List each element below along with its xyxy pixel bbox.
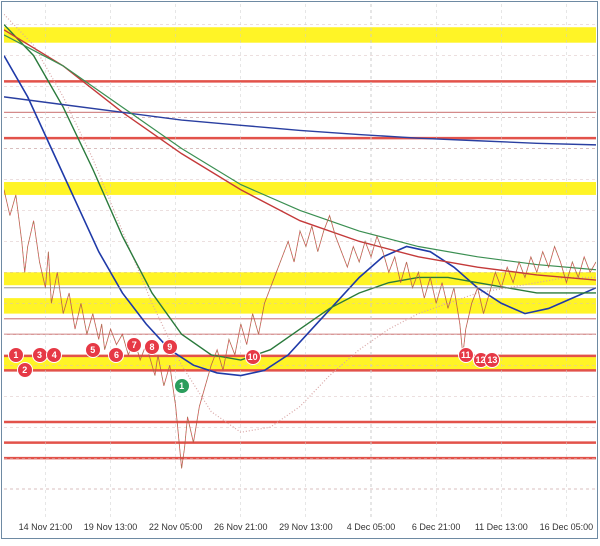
marker-red-3[interactable]: 3 xyxy=(32,347,48,363)
x-tick-label: 16 Dec 05:00 xyxy=(540,522,594,532)
marker-red-8[interactable]: 8 xyxy=(144,339,160,355)
ma-blue-1 xyxy=(4,56,596,376)
x-tick-label: 29 Nov 13:00 xyxy=(279,522,333,532)
marker-red-10[interactable]: 10 xyxy=(245,349,261,365)
grid-h xyxy=(4,25,596,489)
x-tick-label: 26 Nov 21:00 xyxy=(214,522,268,532)
marker-red-9[interactable]: 9 xyxy=(162,339,178,355)
marker-red-7[interactable]: 7 xyxy=(126,337,142,353)
ma-red-slow xyxy=(4,30,596,280)
marker-red-1[interactable]: 1 xyxy=(8,347,24,363)
x-tick-label: 4 Dec 05:00 xyxy=(347,522,396,532)
ma-green-slow xyxy=(4,35,596,270)
marker-red-4[interactable]: 4 xyxy=(46,347,62,363)
marker-green-1[interactable]: 1 xyxy=(174,378,190,394)
marker-red-5[interactable]: 5 xyxy=(85,342,101,358)
plot-area[interactable] xyxy=(4,4,596,520)
x-tick-label: 11 Dec 13:00 xyxy=(475,522,528,532)
marker-red-11[interactable]: 11 xyxy=(458,347,474,363)
x-axis: 14 Nov 21:00 19 Nov 13:00 22 Nov 05:00 26 N… xyxy=(4,522,596,540)
x-tick-label: 19 Nov 13:00 xyxy=(84,522,138,532)
chart-container: 123456789101112131 14 Nov 21:0019 Nov 13… xyxy=(0,0,600,546)
marker-red-6[interactable]: 6 xyxy=(108,347,124,363)
x-tick-label: 14 Nov 21:00 xyxy=(19,522,73,532)
red-lines xyxy=(4,81,596,458)
x-tick-label: 22 Nov 05:00 xyxy=(149,522,203,532)
marker-red-2[interactable]: 2 xyxy=(17,362,33,378)
x-tick-label: 6 Dec 21:00 xyxy=(412,522,461,532)
marker-red-13[interactable]: 13 xyxy=(484,352,500,368)
